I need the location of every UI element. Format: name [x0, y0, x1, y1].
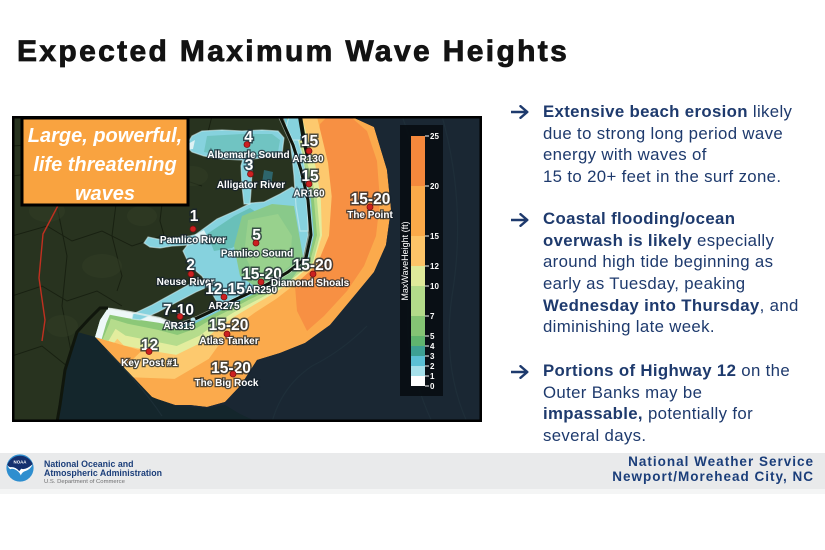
- svg-text:15-20: 15-20: [211, 360, 251, 377]
- svg-text:5: 5: [252, 227, 261, 244]
- svg-text:Albemarle Sound: Albemarle Sound: [207, 150, 289, 161]
- svg-text:life threatening: life threatening: [33, 154, 176, 176]
- svg-text:3: 3: [430, 352, 435, 361]
- svg-text:2: 2: [186, 257, 195, 274]
- svg-text:Neuse River: Neuse River: [157, 277, 215, 288]
- svg-text:1: 1: [190, 208, 199, 225]
- svg-text:AR160: AR160: [293, 189, 325, 200]
- svg-text:2: 2: [430, 362, 435, 371]
- svg-text:AR250: AR250: [246, 285, 278, 296]
- svg-text:Large, powerful,: Large, powerful,: [28, 125, 182, 147]
- svg-text:20: 20: [430, 182, 439, 191]
- svg-text:NOAA: NOAA: [14, 460, 28, 465]
- svg-text:12-15: 12-15: [205, 281, 245, 298]
- svg-text:3: 3: [245, 157, 254, 174]
- svg-text:15: 15: [301, 168, 319, 185]
- svg-text:15-20: 15-20: [293, 257, 333, 274]
- svg-text:Pamlico River: Pamlico River: [160, 235, 226, 246]
- svg-text:7-10: 7-10: [163, 302, 194, 319]
- svg-text:4: 4: [430, 342, 435, 351]
- svg-text:waves: waves: [75, 183, 135, 205]
- svg-text:7: 7: [430, 312, 435, 321]
- svg-text:12: 12: [430, 262, 439, 271]
- svg-text:15-20: 15-20: [242, 266, 282, 283]
- svg-text:15: 15: [301, 133, 319, 150]
- svg-text:AR315: AR315: [163, 321, 195, 332]
- svg-text:The Point: The Point: [347, 210, 393, 221]
- svg-text:Diamond Shoals: Diamond Shoals: [271, 278, 350, 289]
- svg-text:0: 0: [430, 382, 435, 391]
- svg-text:Key Post #1: Key Post #1: [121, 358, 178, 369]
- svg-text:5: 5: [430, 332, 435, 341]
- svg-text:15: 15: [430, 232, 439, 241]
- svg-text:Pamlico Sound: Pamlico Sound: [221, 249, 293, 260]
- svg-text:15-20: 15-20: [209, 317, 249, 334]
- svg-text:The Big Rock: The Big Rock: [195, 378, 259, 389]
- svg-text:Alligator River: Alligator River: [217, 180, 285, 191]
- svg-text:AR130: AR130: [292, 154, 324, 165]
- svg-text:MaxWaveHeight (ft): MaxWaveHeight (ft): [400, 221, 410, 300]
- svg-text:25: 25: [430, 132, 439, 141]
- svg-text:15-20: 15-20: [351, 191, 391, 208]
- svg-text:12: 12: [141, 337, 158, 354]
- svg-text:1: 1: [430, 372, 435, 381]
- svg-text:AR275: AR275: [208, 301, 240, 312]
- svg-text:Atlas Tanker: Atlas Tanker: [199, 336, 258, 347]
- svg-text:10: 10: [430, 282, 439, 291]
